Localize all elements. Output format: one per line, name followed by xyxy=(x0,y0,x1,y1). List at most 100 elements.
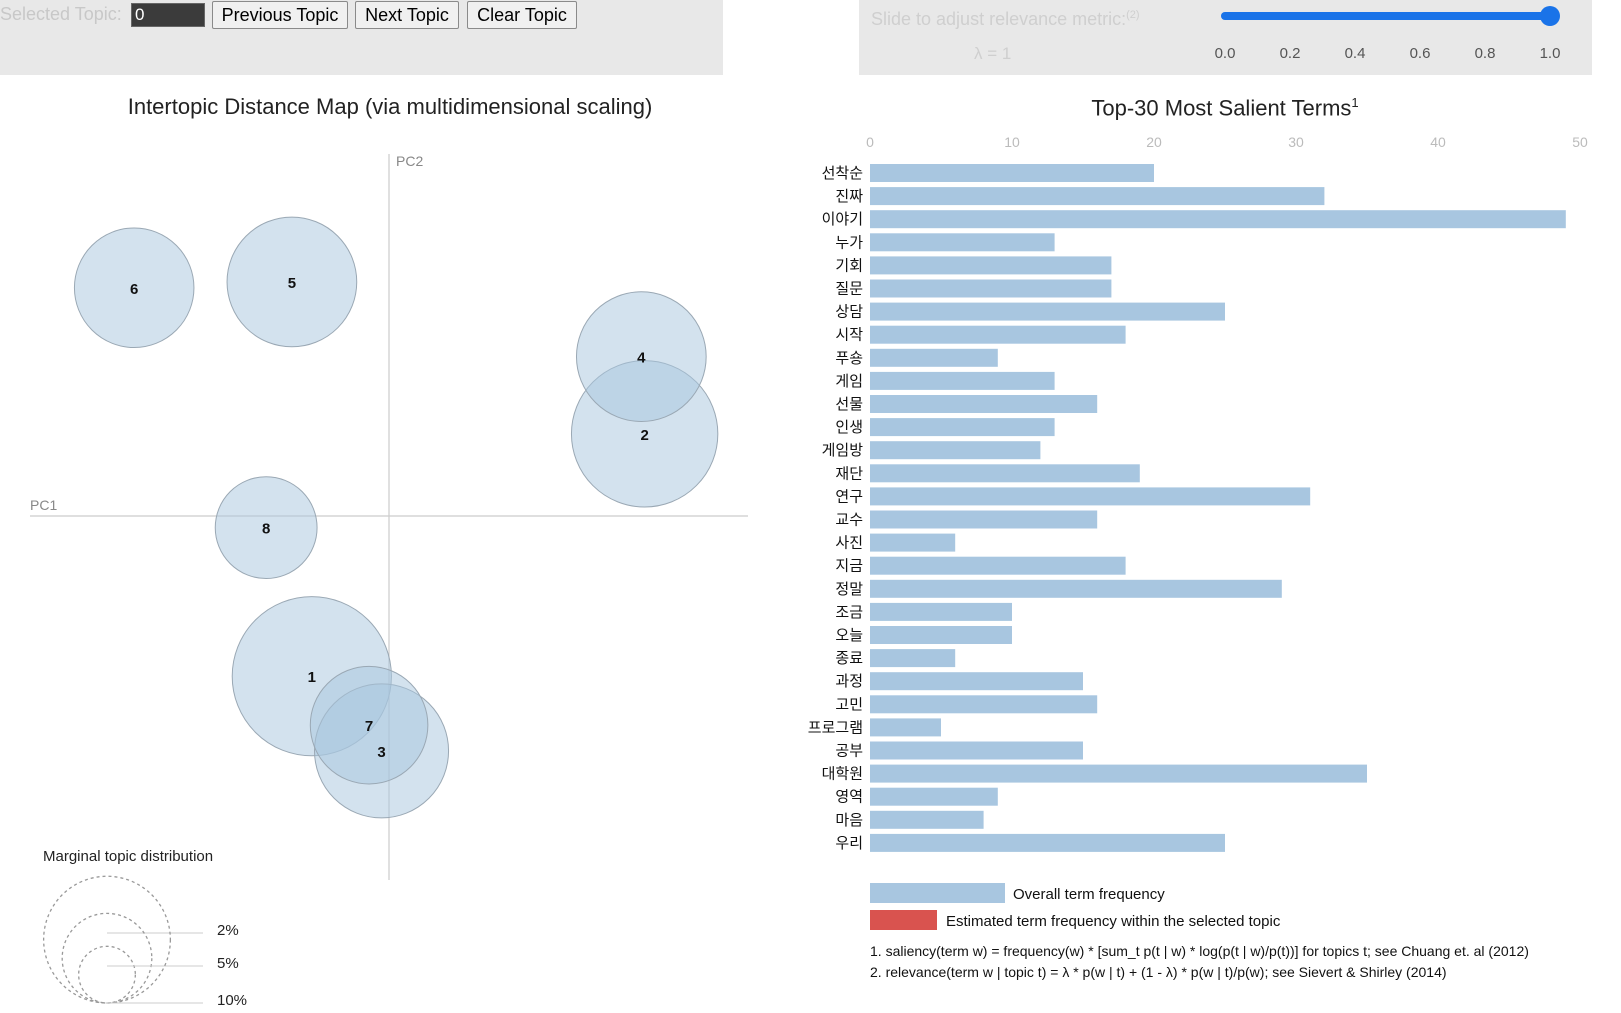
term-bar[interactable] xyxy=(870,233,1055,252)
term-label: 우리 xyxy=(835,835,863,852)
term-label: 종료 xyxy=(835,650,863,667)
term-bar[interactable] xyxy=(870,187,1325,206)
term-label: 고민 xyxy=(835,696,863,713)
term-bar[interactable] xyxy=(870,649,956,668)
slider-tick-label: 0.0 xyxy=(1214,45,1236,62)
slider-tick-label: 0.8 xyxy=(1474,45,1496,62)
term-label: 지금 xyxy=(835,558,863,575)
term-label: 선착순 xyxy=(822,165,864,182)
relevance-footnote-ref: (2) xyxy=(1126,9,1140,21)
term-bar[interactable] xyxy=(870,695,1098,714)
term-label: 시작 xyxy=(835,327,863,344)
term-bar[interactable] xyxy=(870,718,941,737)
topic-bubble[interactable] xyxy=(73,227,195,349)
marginal-legend-circle xyxy=(78,945,136,1004)
topic-bubble-label: 5 xyxy=(288,275,296,292)
term-bar[interactable] xyxy=(870,210,1566,229)
term-label: 질문 xyxy=(835,281,863,298)
legend-label-selected: Estimated term frequency within the sele… xyxy=(946,913,1281,930)
topic-bubble[interactable] xyxy=(309,665,429,785)
legend-swatch-overall xyxy=(870,883,1005,903)
term-label: 정말 xyxy=(835,581,863,598)
term-bar[interactable] xyxy=(870,279,1112,298)
topic-bubble[interactable] xyxy=(214,476,318,580)
relevance-slider-label: Slide to adjust relevance metric:(2) xyxy=(871,9,1140,30)
next-topic-button[interactable]: Next Topic xyxy=(355,1,459,29)
topic-bubble-label: 6 xyxy=(130,281,138,298)
term-bar[interactable] xyxy=(870,302,1225,321)
slider-tick-label: 1.0 xyxy=(1539,45,1561,62)
slider-tick-label: 0.4 xyxy=(1344,45,1366,62)
term-label: 누가 xyxy=(835,234,863,251)
selected-topic-label: Selected Topic: xyxy=(0,4,122,24)
term-label: 프로그램 xyxy=(808,719,863,736)
x-tick-label: 0 xyxy=(866,134,874,150)
term-label: 대학원 xyxy=(822,766,863,783)
lambda-value-label: λ = 1 xyxy=(974,44,1012,63)
topic-bubble-label: 2 xyxy=(640,427,648,444)
term-bar[interactable] xyxy=(870,464,1140,483)
term-bar[interactable] xyxy=(870,325,1126,344)
x-tick-label: 50 xyxy=(1572,134,1588,150)
term-label: 재단 xyxy=(835,465,863,482)
term-bar[interactable] xyxy=(870,487,1311,506)
relevance-slider[interactable] xyxy=(1215,0,1575,40)
slider-tick-label: 0.2 xyxy=(1279,45,1301,62)
term-bar[interactable] xyxy=(870,787,998,806)
term-label: 공부 xyxy=(835,743,863,760)
topic-bubble[interactable] xyxy=(575,291,707,422)
topic-bubble-label: 1 xyxy=(308,669,316,686)
marginal-legend-label: 2% xyxy=(217,922,239,939)
footnote: 2. relevance(term w | topic t) = λ * p(w… xyxy=(870,964,1447,980)
marginal-legend-label: 5% xyxy=(217,955,239,972)
slider-tick-label: 0.6 xyxy=(1409,45,1431,62)
x-tick-label: 20 xyxy=(1146,134,1162,150)
x-tick-label: 40 xyxy=(1430,134,1446,150)
slider-handle[interactable] xyxy=(1540,6,1560,26)
term-label: 푸숑 xyxy=(835,350,863,367)
marginal-legend-label: 10% xyxy=(217,992,247,1009)
topic-bubble-label: 4 xyxy=(637,350,646,367)
clear-topic-button[interactable]: Clear Topic xyxy=(467,1,577,29)
marginal-legend-circle xyxy=(61,912,153,1004)
term-bar[interactable] xyxy=(870,533,956,552)
term-bar[interactable] xyxy=(870,164,1154,182)
term-bar[interactable] xyxy=(870,348,998,367)
term-bar[interactable] xyxy=(870,418,1055,437)
marginal-legend-title: Marginal topic distribution xyxy=(43,848,213,865)
selected-topic-input[interactable]: 0 xyxy=(131,3,205,27)
term-bar[interactable] xyxy=(870,602,1012,621)
previous-topic-button[interactable]: Previous Topic xyxy=(212,1,348,29)
x-tick-label: 10 xyxy=(1004,134,1020,150)
distance-map-title: Intertopic Distance Map (via multidimens… xyxy=(127,94,653,119)
term-bar[interactable] xyxy=(870,579,1282,598)
pc2-axis-label: PC2 xyxy=(396,153,423,169)
term-label: 이야기 xyxy=(822,211,863,228)
term-bar[interactable] xyxy=(870,741,1083,760)
term-bar[interactable] xyxy=(870,764,1367,783)
topic-bubble-label: 7 xyxy=(365,718,373,735)
term-bar[interactable] xyxy=(870,441,1041,460)
term-bar[interactable] xyxy=(870,833,1225,852)
term-label: 조금 xyxy=(835,604,863,621)
term-label: 게임방 xyxy=(822,442,864,459)
term-bar[interactable] xyxy=(870,810,984,829)
term-bar[interactable] xyxy=(870,371,1055,390)
topic-bubble[interactable] xyxy=(226,216,358,348)
term-bar[interactable] xyxy=(870,256,1112,275)
term-label: 연구 xyxy=(835,488,863,505)
footnote: 1. saliency(term w) = frequency(w) * [su… xyxy=(870,943,1529,959)
term-label: 선물 xyxy=(835,396,863,413)
term-label: 진짜 xyxy=(835,188,863,205)
term-bar[interactable] xyxy=(870,672,1083,691)
term-label: 교수 xyxy=(835,512,863,529)
term-bar[interactable] xyxy=(870,395,1098,413)
term-bar[interactable] xyxy=(870,510,1098,529)
term-label: 상담 xyxy=(835,304,863,321)
term-label: 오늘 xyxy=(835,627,863,644)
term-bar[interactable] xyxy=(870,556,1126,575)
legend-label-overall: Overall term frequency xyxy=(1013,886,1165,903)
term-label: 게임 xyxy=(835,373,863,390)
topic-bubble-label: 3 xyxy=(377,744,385,761)
term-bar[interactable] xyxy=(870,626,1012,644)
